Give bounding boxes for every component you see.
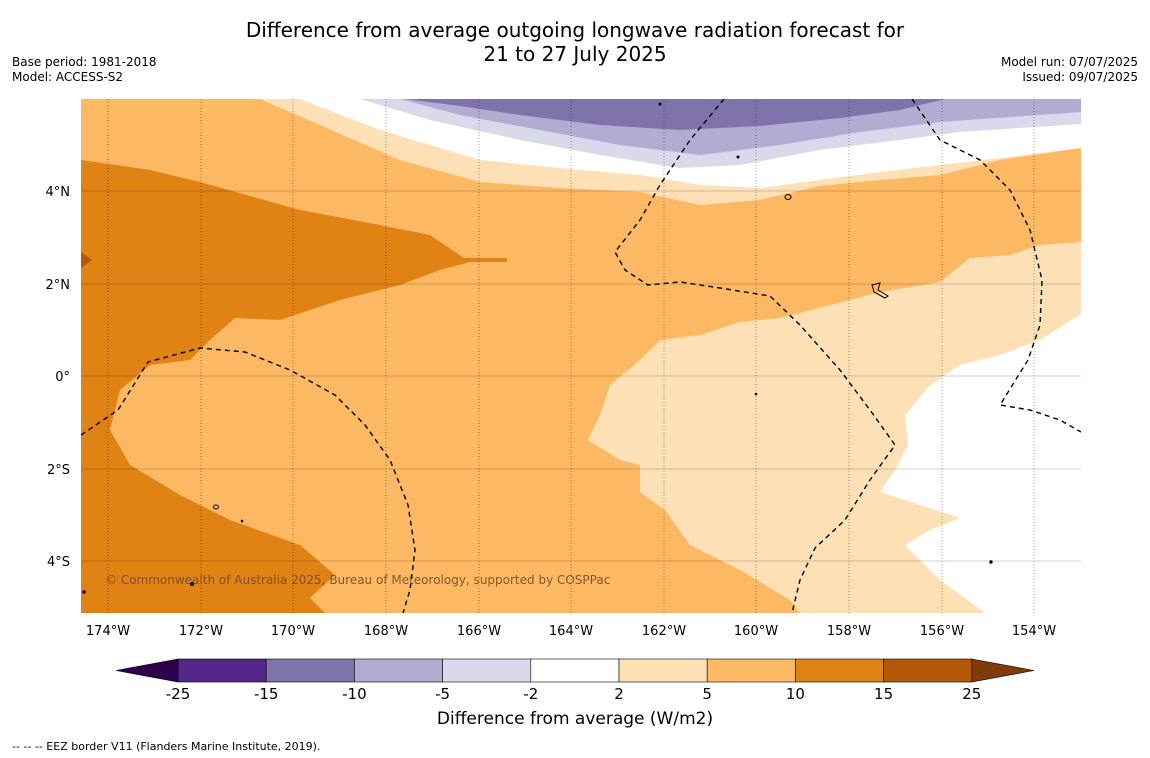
lon-label: 162°W — [642, 624, 686, 639]
anomaly-band-minus10-minus15 — [405, 99, 945, 130]
colorbar-extend-low — [115, 658, 179, 683]
colorbar-title: Difference from average (W/m2) — [436, 709, 714, 729]
meta-right: Model run: 07/07/2025 Issued: 09/07/2025 — [1001, 55, 1138, 85]
lat-label: 4°N — [46, 185, 71, 200]
issued-date: Issued: 09/07/2025 — [1022, 70, 1138, 84]
anomaly-band-10-15-west — [81, 160, 470, 613]
lon-label: 156°W — [920, 624, 964, 639]
lon-label: 160°W — [734, 624, 778, 639]
lat-label: 4°S — [47, 555, 70, 570]
lon-label: 154°W — [1012, 624, 1056, 639]
colorbar: -25 -15 -10 -5 -2 2 5 10 15 25 — [115, 658, 1035, 703]
title-line-2: 21 to 27 July 2025 — [483, 42, 667, 66]
colorbar-tick-label: -5 — [435, 685, 450, 703]
island-icon — [871, 282, 889, 299]
lat-label: 2°S — [47, 463, 70, 478]
lon-label: 158°W — [827, 624, 871, 639]
lat-labels: 4°N 2°N 0° 2°S 4°S — [46, 185, 71, 570]
base-period: Base period: 1981-2018 — [12, 55, 157, 69]
lon-labels: 174°W 172°W 170°W 168°W 166°W 164°W 162°… — [86, 624, 1056, 639]
island-icon — [736, 155, 740, 159]
colorbar-segment — [265, 658, 355, 683]
lon-label: 174°W — [86, 624, 130, 639]
lat-label: 0° — [55, 370, 70, 385]
island-icon — [658, 102, 662, 106]
anomaly-band-neutral-east — [880, 314, 1081, 613]
colorbar-tick-label: 2 — [614, 685, 624, 703]
islands — [82, 102, 993, 594]
colorbar-tick-label: -2 — [523, 685, 538, 703]
colorbar-segment — [530, 658, 620, 683]
island-icon — [754, 392, 758, 396]
map-title: Difference from average outgoing longwav… — [0, 18, 1150, 66]
eez-border-kiribati-phoenix — [81, 347, 416, 613]
meta-left: Base period: 1981-2018 Model: ACCESS-S2 — [12, 55, 157, 85]
map-area — [81, 99, 1081, 613]
colorbar-tick-label: 15 — [874, 685, 893, 703]
anomaly-band-15-25 — [81, 252, 92, 268]
island-icon — [989, 560, 993, 564]
colorbar-tick-label: 25 — [962, 685, 981, 703]
lon-label: 170°W — [271, 624, 315, 639]
eez-legend-note: -- -- -- EEZ border V11 (Flanders Marine… — [12, 740, 321, 753]
eez-borders — [81, 99, 1081, 613]
lon-label: 166°W — [457, 624, 501, 639]
lat-grid — [81, 190, 1081, 562]
colorbar-segment — [177, 658, 267, 683]
lon-label: 168°W — [364, 624, 408, 639]
colorbar-tick-label: 10 — [786, 685, 805, 703]
lat-label: 2°N — [46, 278, 71, 293]
title-line-1: Difference from average outgoing longwav… — [245, 18, 905, 42]
copyright-notice: © Commonwealth of Australia 2025, Bureau… — [105, 573, 610, 587]
island-icon — [784, 194, 792, 200]
anomaly-sliver — [460, 258, 507, 262]
eez-border-east — [911, 99, 1081, 433]
model-run: Model run: 07/07/2025 — [1000, 55, 1138, 69]
colorbar-segment — [354, 658, 443, 683]
lon-label: 164°W — [549, 624, 593, 639]
model-name: Model: ACCESS-S2 — [12, 70, 124, 84]
island-icon — [240, 519, 244, 523]
colorbar-tick-label: -15 — [254, 685, 279, 703]
colorbar-extend-high — [971, 658, 1035, 683]
colorbar-segment — [618, 658, 708, 683]
colorbar-tick-label: 5 — [702, 685, 712, 703]
colorbar-segment — [883, 658, 973, 683]
lon-label: 172°W — [179, 624, 223, 639]
eez-border-line-islands — [614, 99, 896, 613]
island-icon — [190, 582, 194, 586]
colorbar-segment — [442, 658, 532, 683]
colorbar-tick-label: -25 — [166, 685, 191, 703]
colorbar-segment — [706, 658, 796, 683]
colorbar-tick-label: -10 — [342, 685, 367, 703]
island-icon — [82, 590, 86, 594]
colorbar-segment — [795, 658, 884, 683]
island-icon — [213, 504, 219, 510]
